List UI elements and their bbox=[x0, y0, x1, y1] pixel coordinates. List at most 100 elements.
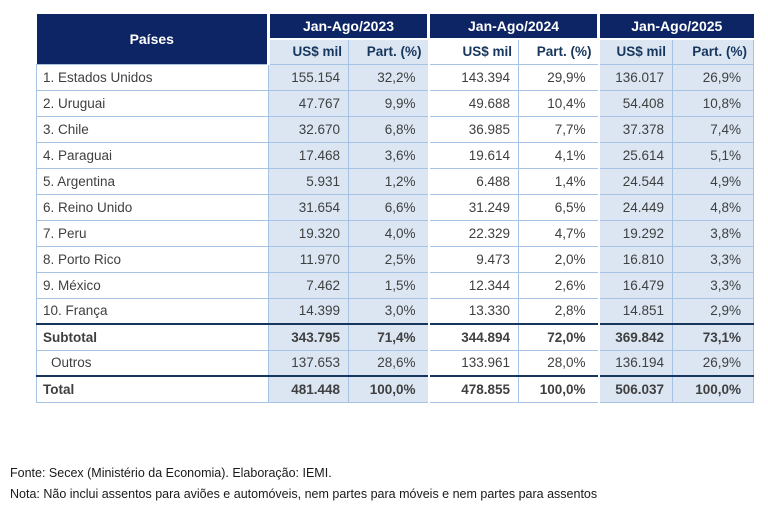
footnotes: Fonte: Secex (Ministério da Economia). E… bbox=[0, 463, 768, 505]
part-pct-2023-cell: 3,0% bbox=[347, 297, 430, 325]
part-pct-2023-cell: 71,4% bbox=[347, 323, 430, 351]
part-pct-2023-cell: 28,6% bbox=[347, 349, 430, 377]
group-header-jan-ago-2023: Jan-Ago/2023 bbox=[266, 14, 429, 40]
usd-mil-2023-cell: 11.970 bbox=[268, 245, 349, 273]
usd-mil-2025-cell: 16.810 bbox=[597, 245, 674, 273]
table-header: Países Jan-Ago/2023 Jan-Ago/2024 Jan-Ago… bbox=[36, 14, 755, 65]
usd-mil-2023-cell: 137.653 bbox=[268, 349, 349, 377]
part-pct-2023-cell: 32,2% bbox=[347, 63, 430, 91]
usd-mil-2023-cell: 7.462 bbox=[268, 271, 349, 299]
country-cell: 1. Estados Unidos bbox=[36, 63, 269, 91]
table-row: 2. Uruguai 47.767 9,9% 49.688 10,4% 54.4… bbox=[36, 89, 755, 117]
part-pct-2025-cell: 5,1% bbox=[672, 141, 755, 169]
part-pct-2024-cell: 29,9% bbox=[518, 63, 600, 91]
part-pct-2025-cell: 10,8% bbox=[672, 89, 755, 117]
usd-mil-2023-cell: 5.931 bbox=[268, 167, 349, 195]
usd-mil-header-2024: US$ mil bbox=[427, 38, 520, 65]
part-pct-2023-cell: 100,0% bbox=[347, 375, 430, 403]
part-pct-2023-cell: 4,0% bbox=[347, 219, 430, 247]
part-pct-header-2024: Part. (%) bbox=[518, 38, 600, 65]
country-cell: 4. Paraguai bbox=[36, 141, 269, 169]
table-row: Subtotal 343.795 71,4% 344.894 72,0% 369… bbox=[36, 323, 755, 351]
usd-mil-2024-cell: 9.473 bbox=[427, 245, 520, 273]
usd-mil-2023-cell: 481.448 bbox=[268, 375, 349, 403]
usd-mil-header-2023: US$ mil bbox=[268, 38, 349, 65]
country-cell: 5. Argentina bbox=[36, 167, 269, 195]
part-pct-2024-cell: 2,0% bbox=[518, 245, 600, 273]
usd-mil-2024-cell: 13.330 bbox=[427, 297, 520, 325]
part-pct-2024-cell: 100,0% bbox=[518, 375, 600, 403]
part-pct-2023-cell: 1,2% bbox=[347, 167, 430, 195]
part-pct-2024-cell: 28,0% bbox=[518, 349, 600, 377]
part-pct-2023-cell: 2,5% bbox=[347, 245, 430, 273]
sub-header-row: US$ mil Part. (%) US$ mil Part. (%) US$ … bbox=[37, 38, 755, 65]
usd-mil-2024-cell: 133.961 bbox=[427, 349, 520, 377]
part-pct-2023-cell: 6,6% bbox=[347, 193, 430, 221]
usd-mil-2023-cell: 14.399 bbox=[268, 297, 349, 325]
usd-mil-2024-cell: 12.344 bbox=[427, 271, 520, 299]
part-pct-2024-cell: 7,7% bbox=[518, 115, 600, 143]
part-pct-2025-cell: 2,9% bbox=[672, 297, 755, 325]
usd-mil-2024-cell: 6.488 bbox=[427, 167, 520, 195]
usd-mil-2025-cell: 369.842 bbox=[597, 323, 674, 351]
exclusion-note: Nota: Não inclui assentos para aviões e … bbox=[10, 486, 598, 501]
usd-mil-2025-cell: 136.017 bbox=[597, 63, 674, 91]
exports-by-country-table: Países Jan-Ago/2023 Jan-Ago/2024 Jan-Ago… bbox=[36, 14, 755, 403]
part-pct-2025-cell: 100,0% bbox=[672, 375, 755, 403]
part-pct-header-2023: Part. (%) bbox=[347, 38, 430, 65]
part-pct-2024-cell: 6,5% bbox=[518, 193, 600, 221]
usd-mil-2024-cell: 344.894 bbox=[427, 323, 520, 351]
part-pct-2025-cell: 26,9% bbox=[672, 349, 755, 377]
usd-mil-2025-cell: 19.292 bbox=[597, 219, 674, 247]
usd-mil-2024-cell: 49.688 bbox=[427, 89, 520, 117]
table-row: 5. Argentina 5.931 1,2% 6.488 1,4% 24.54… bbox=[36, 167, 755, 195]
usd-mil-2024-cell: 22.329 bbox=[427, 219, 520, 247]
usd-mil-2025-cell: 54.408 bbox=[597, 89, 674, 117]
table-row: 7. Peru 19.320 4,0% 22.329 4,7% 19.292 3… bbox=[36, 219, 755, 247]
part-pct-2025-cell: 3,8% bbox=[672, 219, 755, 247]
table-row: 3. Chile 32.670 6,8% 36.985 7,7% 37.378 … bbox=[36, 115, 755, 143]
part-pct-2025-cell: 3,3% bbox=[672, 245, 755, 273]
exports-table-container: Países Jan-Ago/2023 Jan-Ago/2024 Jan-Ago… bbox=[36, 14, 755, 403]
part-pct-2023-cell: 6,8% bbox=[347, 115, 430, 143]
usd-mil-2025-cell: 25.614 bbox=[597, 141, 674, 169]
source-note: Fonte: Secex (Ministério da Economia). E… bbox=[10, 465, 332, 480]
group-header-jan-ago-2024: Jan-Ago/2024 bbox=[427, 14, 599, 40]
table-row: Total 481.448 100,0% 478.855 100,0% 506.… bbox=[36, 375, 755, 403]
country-cell: Total bbox=[36, 375, 269, 403]
country-cell: 3. Chile bbox=[36, 115, 269, 143]
part-pct-2024-cell: 10,4% bbox=[518, 89, 600, 117]
usd-mil-2023-cell: 155.154 bbox=[268, 63, 349, 91]
usd-mil-2025-cell: 14.851 bbox=[597, 297, 674, 325]
usd-mil-header-2025: US$ mil bbox=[597, 38, 674, 65]
usd-mil-2023-cell: 32.670 bbox=[268, 115, 349, 143]
usd-mil-2025-cell: 37.378 bbox=[597, 115, 674, 143]
table-row: 9. México 7.462 1,5% 12.344 2,6% 16.479 … bbox=[36, 271, 755, 299]
usd-mil-2025-cell: 24.544 bbox=[597, 167, 674, 195]
usd-mil-2025-cell: 16.479 bbox=[597, 271, 674, 299]
part-pct-2025-cell: 3,3% bbox=[672, 271, 755, 299]
usd-mil-2023-cell: 17.468 bbox=[268, 141, 349, 169]
table-row: 4. Paraguai 17.468 3,6% 19.614 4,1% 25.6… bbox=[36, 141, 755, 169]
usd-mil-2025-cell: 136.194 bbox=[597, 349, 674, 377]
usd-mil-2024-cell: 19.614 bbox=[427, 141, 520, 169]
part-pct-header-2025: Part. (%) bbox=[672, 38, 755, 65]
usd-mil-2023-cell: 343.795 bbox=[268, 323, 349, 351]
table-row: 6. Reino Unido 31.654 6,6% 31.249 6,5% 2… bbox=[36, 193, 755, 221]
usd-mil-2023-cell: 47.767 bbox=[268, 89, 349, 117]
part-pct-2023-cell: 9,9% bbox=[347, 89, 430, 117]
part-pct-2024-cell: 4,7% bbox=[518, 219, 600, 247]
part-pct-2024-cell: 72,0% bbox=[518, 323, 600, 351]
usd-mil-2024-cell: 36.985 bbox=[427, 115, 520, 143]
table-row: 8. Porto Rico 11.970 2,5% 9.473 2,0% 16.… bbox=[36, 245, 755, 273]
countries-column-header: Países bbox=[36, 14, 270, 64]
part-pct-2025-cell: 73,1% bbox=[672, 323, 755, 351]
part-pct-2023-cell: 3,6% bbox=[347, 141, 430, 169]
table-row: 10. França 14.399 3,0% 13.330 2,8% 14.85… bbox=[36, 297, 755, 325]
country-cell: 8. Porto Rico bbox=[36, 245, 269, 273]
usd-mil-2024-cell: 31.249 bbox=[427, 193, 520, 221]
usd-mil-2023-cell: 19.320 bbox=[268, 219, 349, 247]
country-cell: 9. México bbox=[36, 271, 269, 299]
part-pct-2024-cell: 4,1% bbox=[518, 141, 600, 169]
part-pct-2025-cell: 26,9% bbox=[672, 63, 755, 91]
